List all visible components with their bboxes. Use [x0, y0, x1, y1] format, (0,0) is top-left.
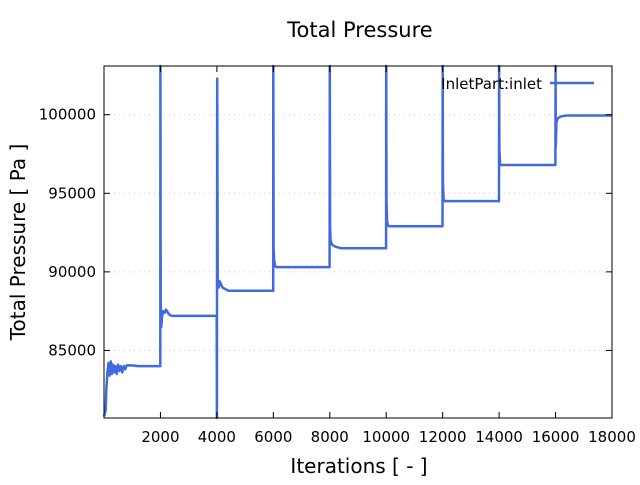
y-tick-label: 100000	[39, 106, 96, 124]
series-line	[102, 64, 612, 420]
plot-frame	[103, 65, 613, 419]
x-tick-label: 8000	[311, 428, 349, 446]
legend-label: InletPart:inlet	[441, 75, 542, 93]
x-tick-label: 16000	[532, 428, 580, 446]
x-tick-label: 4000	[198, 428, 236, 446]
y-axis-title: Total Pressure [ Pa ]	[6, 144, 30, 342]
x-tick-label: 14000	[475, 428, 523, 446]
y-tick-label: 90000	[48, 263, 96, 281]
x-axis-title: Iterations [ - ]	[290, 454, 427, 478]
x-tick-label: 10000	[362, 428, 410, 446]
chart-title: Total Pressure	[286, 18, 432, 42]
x-tick-label: 2000	[141, 428, 179, 446]
x-tick-label: 18000	[588, 428, 636, 446]
x-tick-label: 6000	[254, 428, 292, 446]
y-tick-label: 95000	[48, 184, 96, 202]
tick-layer: 85000 90000 95000 100000 2000 4000 6000 8000 100…	[39, 66, 636, 446]
y-tick-label: 85000	[48, 341, 96, 359]
data-layer	[102, 64, 612, 420]
x-tick-label: 12000	[419, 428, 467, 446]
legend: InletPart:inlet	[441, 75, 594, 93]
